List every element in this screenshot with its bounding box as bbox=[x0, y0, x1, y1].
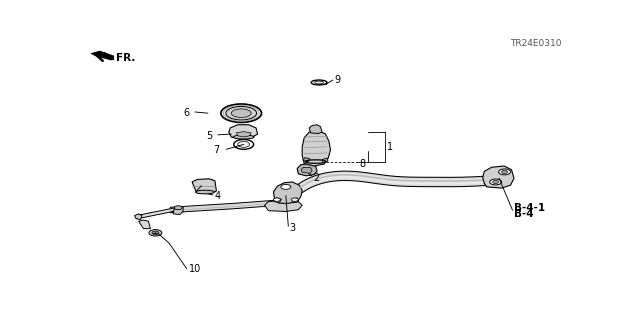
Text: 9: 9 bbox=[335, 75, 340, 85]
Polygon shape bbox=[137, 208, 175, 219]
Text: 2: 2 bbox=[313, 173, 319, 183]
Ellipse shape bbox=[233, 135, 254, 139]
Text: 4: 4 bbox=[215, 191, 221, 201]
Polygon shape bbox=[229, 125, 257, 139]
Text: B-4-1: B-4-1 bbox=[514, 203, 545, 213]
Polygon shape bbox=[236, 132, 251, 137]
Text: TR24E0310: TR24E0310 bbox=[509, 39, 561, 48]
Polygon shape bbox=[170, 197, 298, 213]
Text: 1: 1 bbox=[387, 142, 393, 152]
Polygon shape bbox=[303, 158, 310, 162]
Ellipse shape bbox=[221, 104, 262, 122]
Text: FR.: FR. bbox=[116, 53, 135, 63]
Polygon shape bbox=[264, 200, 302, 211]
Circle shape bbox=[490, 179, 502, 185]
Circle shape bbox=[152, 231, 159, 234]
Polygon shape bbox=[309, 125, 322, 134]
Ellipse shape bbox=[196, 190, 214, 194]
Polygon shape bbox=[302, 130, 330, 166]
Polygon shape bbox=[297, 164, 317, 176]
Polygon shape bbox=[483, 166, 514, 188]
Text: 8: 8 bbox=[359, 159, 365, 169]
Polygon shape bbox=[322, 158, 328, 163]
Circle shape bbox=[149, 230, 162, 236]
Polygon shape bbox=[134, 214, 142, 219]
Circle shape bbox=[291, 198, 298, 201]
Polygon shape bbox=[292, 198, 298, 203]
Text: 3: 3 bbox=[290, 223, 296, 233]
Text: 7: 7 bbox=[213, 145, 219, 155]
Polygon shape bbox=[138, 220, 150, 229]
Circle shape bbox=[237, 141, 250, 147]
Text: 6: 6 bbox=[183, 108, 189, 118]
Ellipse shape bbox=[226, 107, 257, 120]
Polygon shape bbox=[192, 179, 216, 194]
Text: B-4: B-4 bbox=[514, 209, 534, 219]
Polygon shape bbox=[173, 206, 183, 214]
Text: 10: 10 bbox=[189, 264, 202, 274]
Circle shape bbox=[281, 184, 291, 189]
Polygon shape bbox=[273, 182, 302, 204]
Polygon shape bbox=[91, 51, 114, 60]
Text: 5: 5 bbox=[207, 130, 212, 141]
Polygon shape bbox=[301, 167, 312, 174]
Ellipse shape bbox=[315, 81, 324, 84]
Ellipse shape bbox=[231, 109, 251, 117]
Circle shape bbox=[493, 181, 499, 183]
Circle shape bbox=[502, 170, 508, 174]
Circle shape bbox=[273, 198, 280, 201]
Circle shape bbox=[174, 206, 182, 210]
Polygon shape bbox=[275, 198, 282, 203]
Circle shape bbox=[499, 169, 511, 175]
